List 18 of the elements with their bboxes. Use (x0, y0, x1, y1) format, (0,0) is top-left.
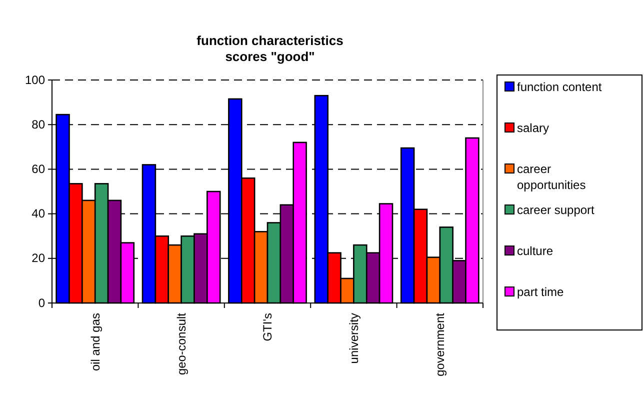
legend-label: salary (517, 121, 550, 135)
legend-label: culture (517, 244, 554, 258)
x-tick-label: GTI's (260, 313, 275, 342)
legend-label: part time (517, 285, 564, 299)
x-tick-label: university (346, 313, 361, 364)
chart-title: function characteristics scores "good" (196, 33, 344, 64)
x-tick-label: geo-consult (174, 312, 188, 376)
y-tick-label: 80 (32, 117, 46, 132)
legend-label: career support (517, 203, 596, 217)
x-tick-label: government (433, 312, 448, 376)
y-tick-label: 60 (32, 162, 46, 176)
x-tick-label: oil and gas (88, 313, 102, 372)
legend-label: career opportunities (517, 162, 586, 192)
y-tick-label: 0 (38, 296, 46, 310)
y-tick-label: 20 (32, 251, 46, 266)
legend-label: function content (517, 80, 602, 94)
y-tick-label: 100 (24, 72, 46, 87)
y-tick-label: 40 (32, 206, 46, 221)
